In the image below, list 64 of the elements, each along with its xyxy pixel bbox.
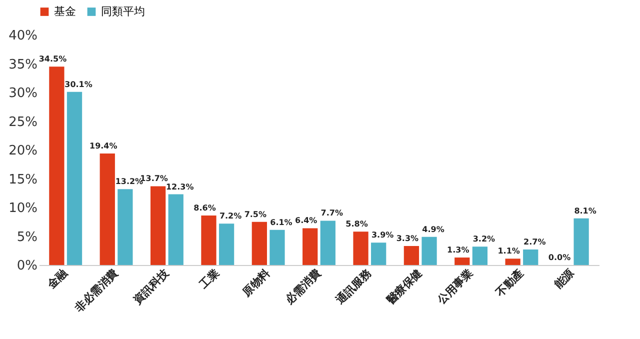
- y-tick-label: 30%: [8, 86, 38, 101]
- data-label: 4.9%: [422, 224, 444, 234]
- data-label: 7.2%: [219, 212, 242, 221]
- x-tick-label: 不動產: [492, 266, 526, 300]
- y-tick-label: 5%: [16, 230, 38, 245]
- bar: [168, 194, 184, 265]
- y-tick-label: 35%: [8, 57, 38, 72]
- y-tick-label: 10%: [8, 201, 38, 216]
- legend-label: 基金: [54, 4, 76, 18]
- data-label: 1.3%: [447, 246, 470, 255]
- bar: [371, 242, 386, 265]
- data-label: 8.1%: [574, 206, 596, 216]
- data-label: 34.5%: [38, 54, 67, 64]
- y-tick-label: 40%: [8, 28, 38, 44]
- x-tick-label: 資訊科技: [130, 266, 172, 308]
- y-tick-label: 15%: [8, 172, 38, 188]
- data-label: 3.9%: [371, 230, 394, 240]
- legend-label: 同類平均: [101, 4, 145, 18]
- bar: [505, 258, 520, 265]
- y-tick-label: 0%: [16, 258, 38, 274]
- x-tick-label: 公用事業: [434, 266, 476, 308]
- x-tick-label: 通訊服務: [332, 266, 375, 308]
- y-tick-label: 20%: [8, 144, 38, 158]
- bar: [472, 246, 488, 265]
- data-label: 19.4%: [90, 141, 118, 150]
- x-tick-label: 原物料: [239, 266, 273, 300]
- bar: [523, 249, 538, 265]
- data-label: 1.1%: [498, 246, 520, 256]
- data-label: 7.5%: [244, 210, 267, 219]
- bar: [118, 189, 133, 265]
- bar: [100, 153, 115, 265]
- x-tick-label: 工業: [196, 266, 222, 292]
- bar: [270, 230, 285, 265]
- bar: [49, 66, 64, 265]
- data-label: 8.6%: [194, 204, 216, 213]
- y-tick-label: 25%: [8, 114, 38, 130]
- x-tick-label: 能源: [552, 266, 578, 292]
- bar: [218, 224, 234, 265]
- bar: [252, 222, 267, 265]
- x-tick-label: 醫療保健: [384, 266, 425, 307]
- data-label: 30.1%: [64, 80, 92, 89]
- bar: [66, 92, 82, 265]
- bar: [302, 228, 318, 265]
- x-tick-label: 必需消費: [282, 266, 324, 308]
- data-label: 3.3%: [396, 234, 419, 244]
- data-label: 5.8%: [346, 220, 368, 229]
- bar: [201, 216, 216, 265]
- bar: [422, 236, 437, 265]
- bar: [574, 218, 589, 265]
- bar: [353, 232, 368, 265]
- x-tick-label: 金融: [44, 266, 71, 292]
- data-label: 13.2%: [115, 177, 144, 186]
- x-tick-label: 非必需消費: [72, 266, 121, 316]
- data-label: 7.7%: [320, 208, 343, 218]
- bar: [320, 220, 336, 265]
- bar: [454, 258, 470, 265]
- data-label: 2.7%: [524, 237, 546, 246]
- bar: [404, 246, 420, 265]
- data-label: 6.1%: [270, 218, 292, 227]
- data-label: 12.3%: [166, 182, 194, 192]
- bar: [150, 186, 166, 265]
- data-label: 3.2%: [472, 234, 496, 244]
- data-label: 0.0%: [548, 253, 571, 262]
- data-label: 6.4%: [295, 216, 318, 226]
